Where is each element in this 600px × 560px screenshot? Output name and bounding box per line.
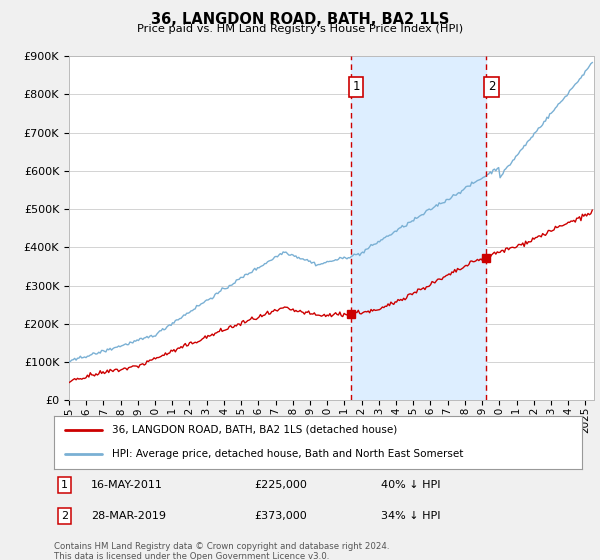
Text: 28-MAR-2019: 28-MAR-2019 [91,511,166,521]
Text: 1: 1 [352,80,359,93]
Text: 36, LANGDON ROAD, BATH, BA2 1LS: 36, LANGDON ROAD, BATH, BA2 1LS [151,12,449,27]
Text: 1: 1 [61,480,68,490]
Text: £373,000: £373,000 [254,511,307,521]
Text: 16-MAY-2011: 16-MAY-2011 [91,480,163,490]
Text: Contains HM Land Registry data © Crown copyright and database right 2024.
This d: Contains HM Land Registry data © Crown c… [54,542,389,560]
Text: 34% ↓ HPI: 34% ↓ HPI [382,511,441,521]
Text: HPI: Average price, detached house, Bath and North East Somerset: HPI: Average price, detached house, Bath… [112,449,463,459]
Text: 40% ↓ HPI: 40% ↓ HPI [382,480,441,490]
Text: 36, LANGDON ROAD, BATH, BA2 1LS (detached house): 36, LANGDON ROAD, BATH, BA2 1LS (detache… [112,425,397,435]
Text: 2: 2 [488,80,495,93]
Text: Price paid vs. HM Land Registry's House Price Index (HPI): Price paid vs. HM Land Registry's House … [137,24,463,34]
Text: £225,000: £225,000 [254,480,308,490]
Text: 2: 2 [61,511,68,521]
